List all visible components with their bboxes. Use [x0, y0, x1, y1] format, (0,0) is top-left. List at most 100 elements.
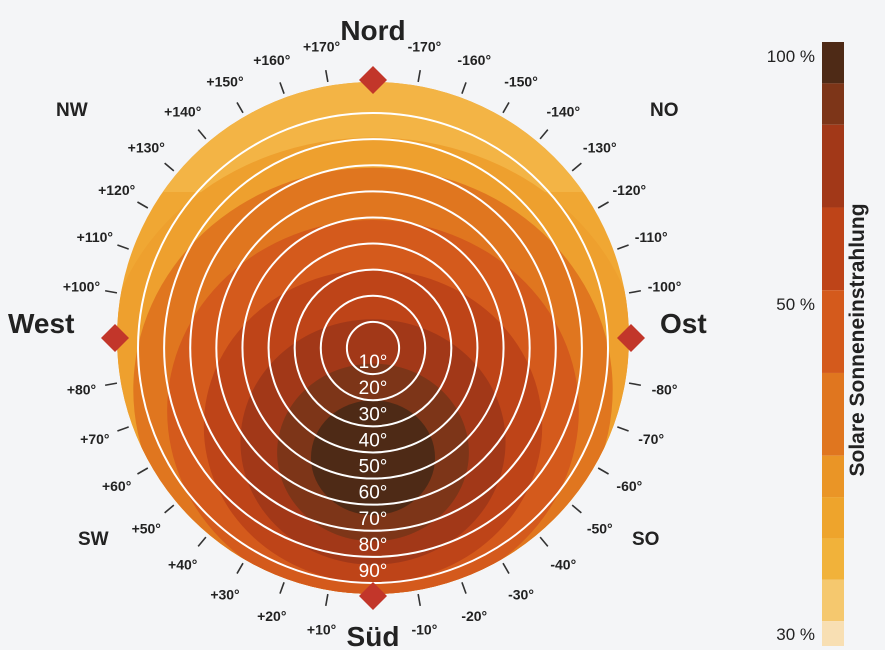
colorbar-band-4	[822, 290, 844, 373]
direction-label-west: West	[8, 308, 74, 339]
azimuth-tick-120	[137, 201, 149, 209]
marker-north	[359, 66, 387, 94]
colorbar-band-5	[822, 372, 844, 456]
colorbar	[822, 42, 844, 646]
colorbar-title: Solare Sonneneinstrahlung	[846, 203, 869, 476]
marker-south	[359, 582, 387, 610]
tilt-ring-label-90: 90°	[359, 561, 388, 582]
azimuth-tick-label-30: +30°	[210, 586, 239, 602]
tilt-ring-label-40: 40°	[359, 430, 388, 451]
azimuth-tick-60	[137, 467, 149, 475]
azimuth-tick-label-70: +70°	[80, 431, 109, 447]
azimuth-tick-label--160: -160°	[457, 52, 491, 68]
tilt-ring-label-10: 10°	[359, 352, 388, 373]
colorbar-band-6	[822, 455, 844, 498]
azimuth-tick--40	[539, 536, 549, 547]
tilt-ring-70	[189, 164, 557, 532]
colorbar-tick-100: 100 %	[767, 47, 815, 66]
azimuth-ticks: +10° +20° +30° +40° +50° +60° +70° +80° +100° +11…	[63, 38, 681, 637]
tilt-ring-label-70: 70°	[359, 509, 388, 530]
irradiance-zones	[117, 82, 629, 594]
azimuth-tick--10	[417, 593, 422, 607]
azimuth-tick-160	[279, 82, 285, 94]
azimuth-tick-label--40: -40°	[550, 557, 576, 573]
tilt-ring-40	[267, 242, 479, 454]
tilt-rings: 10° 20° 30° 40° 50° 60° 70° 80° 90°	[137, 112, 609, 584]
direction-label-southeast: SO	[632, 529, 659, 550]
azimuth-tick-80	[104, 382, 118, 387]
azimuth-tick-label-50: +50°	[132, 520, 161, 536]
azimuth-tick-140	[197, 129, 207, 140]
azimuth-tick-label--70: -70°	[638, 431, 664, 447]
colorbar-band-1	[822, 83, 844, 125]
irradiance-disc	[117, 82, 629, 594]
colorbar-tick-50: 50 %	[776, 295, 815, 314]
colorbar-band-7	[822, 497, 844, 539]
zone-level-97	[310, 400, 436, 516]
azimuth-tick-label-140: +140°	[164, 103, 201, 119]
azimuth-tick-label-20: +20°	[257, 608, 286, 624]
azimuth-tick-50	[164, 504, 175, 514]
azimuth-tick-label--100: -100°	[648, 279, 682, 295]
tilt-ring-30	[293, 268, 453, 428]
direction-label-northeast: NO	[650, 100, 679, 121]
azimuth-tick-label--50: -50°	[587, 520, 613, 536]
azimuth-tick-label--20: -20°	[461, 608, 487, 624]
colorbar-band-0	[822, 42, 844, 84]
azimuth-tick-label--130: -130°	[583, 140, 617, 156]
azimuth-tick-label-160: +160°	[253, 52, 290, 68]
colorbar-band-9	[822, 579, 844, 622]
direction-label-east: Ost	[660, 308, 707, 339]
azimuth-tick-label--110: -110°	[635, 229, 668, 245]
azimuth-tick--70	[617, 426, 629, 432]
marker-west	[101, 324, 129, 352]
tilt-ring-60	[215, 190, 531, 506]
tilt-ring-80	[163, 138, 583, 558]
azimuth-tick-label--120: -120°	[613, 182, 647, 198]
tilt-ring-label-50: 50°	[359, 457, 388, 478]
azimuth-tick--130	[571, 162, 582, 172]
azimuth-tick--110	[617, 244, 629, 250]
colorbar-band-2	[822, 124, 844, 208]
azimuth-tick-label--30: -30°	[508, 586, 534, 602]
azimuth-tick-label--80: -80°	[652, 381, 678, 397]
azimuth-tick--30	[502, 562, 510, 574]
azimuth-tick-label-10: +10°	[307, 622, 336, 638]
azimuth-tick-label--140: -140°	[546, 103, 580, 119]
azimuth-tick--170	[417, 69, 422, 83]
direction-markers	[101, 66, 645, 610]
azimuth-tick-130	[164, 162, 175, 172]
colorbar-band-3	[822, 207, 844, 291]
azimuth-tick-170	[324, 69, 329, 83]
direction-label-southwest: SW	[78, 529, 109, 550]
azimuth-tick-40	[197, 536, 207, 547]
azimuth-tick--160	[461, 82, 467, 94]
azimuth-tick-70	[117, 426, 129, 432]
tilt-ring-label-20: 20°	[359, 378, 388, 399]
azimuth-tick-10	[324, 593, 329, 607]
azimuth-tick--150	[502, 102, 510, 114]
azimuth-tick-label--170: -170°	[408, 38, 442, 54]
azimuth-tick-30	[236, 562, 244, 574]
tilt-ring-50	[241, 216, 505, 480]
azimuth-tick-label--60: -60°	[616, 478, 642, 494]
azimuth-tick-label-40: +40°	[168, 557, 197, 573]
tilt-ring-label-30: 30°	[359, 404, 388, 425]
azimuth-tick--60	[597, 467, 609, 475]
azimuth-tick-label-130: +130°	[128, 140, 165, 156]
tilt-ring-20	[319, 294, 427, 402]
azimuth-tick--80	[628, 382, 642, 387]
tilt-ring-label-80: 80°	[359, 535, 388, 556]
direction-label-northwest: NW	[56, 100, 88, 121]
azimuth-tick-20	[279, 582, 285, 594]
azimuth-tick--140	[539, 129, 549, 140]
azimuth-tick-110	[117, 244, 129, 250]
azimuth-tick-150	[236, 102, 244, 114]
azimuth-tick-label-60: +60°	[102, 478, 131, 494]
colorbar-band-10	[822, 621, 844, 646]
tilt-ring-10	[345, 320, 401, 376]
azimuth-tick--50	[571, 504, 582, 514]
azimuth-tick--20	[461, 582, 467, 594]
azimuth-tick-100	[104, 289, 118, 294]
